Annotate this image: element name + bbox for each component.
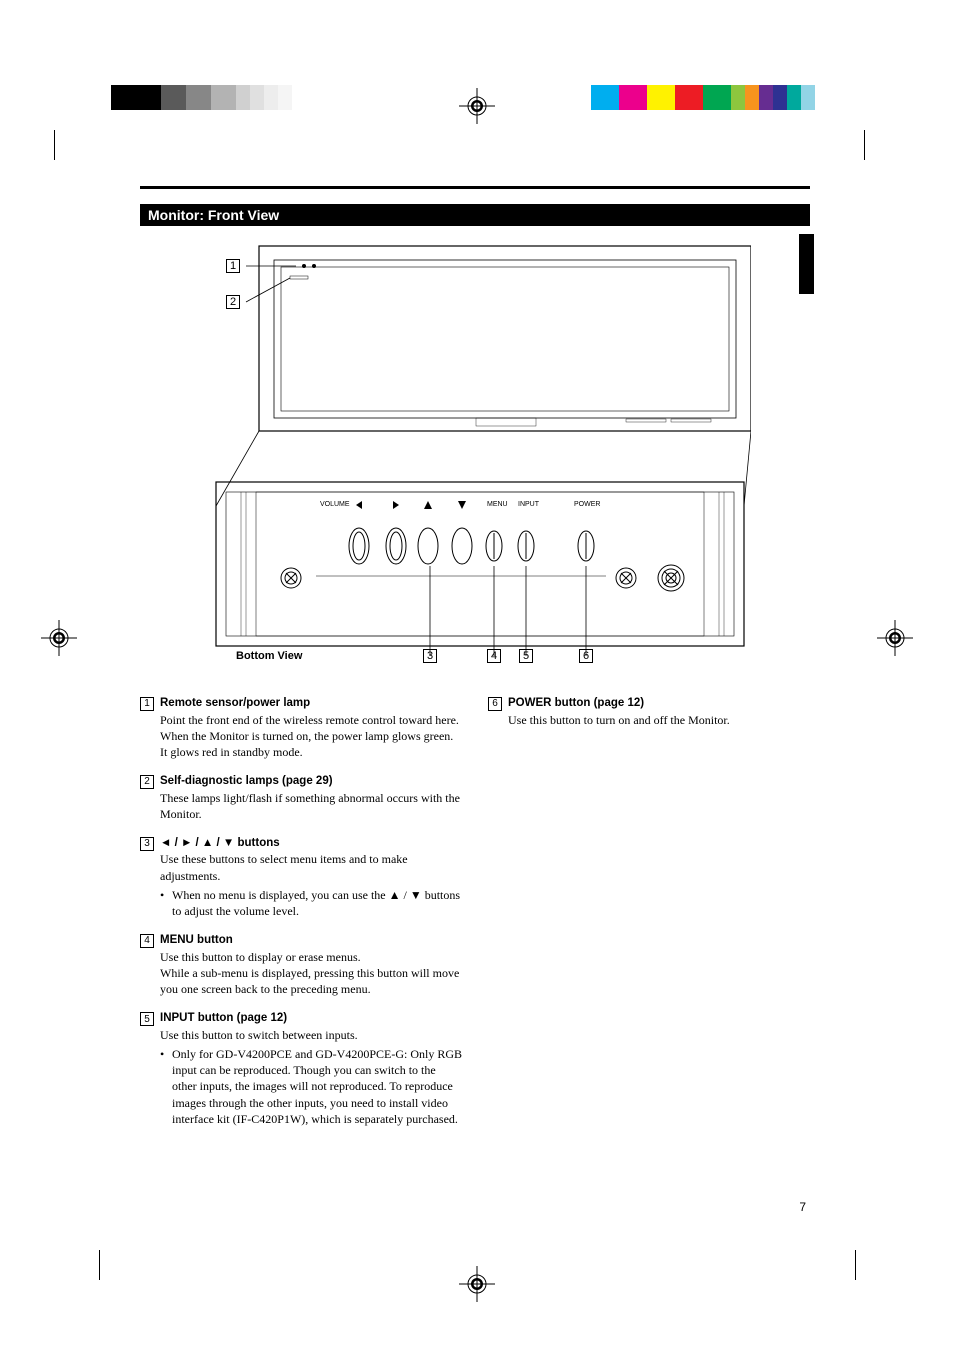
registration-mark-icon	[459, 88, 495, 124]
item-title: ◄ / ► / ▲ / ▼ buttons	[160, 836, 462, 852]
callout-3: 3	[423, 649, 437, 663]
section-rule	[140, 186, 810, 189]
callout-4: 4	[487, 649, 501, 663]
print-strip-right	[591, 85, 815, 110]
item-1: 1 Remote sensor/power lamp Point the fro…	[140, 696, 462, 760]
item-num: 2	[140, 775, 154, 789]
svg-text:MENU: MENU	[487, 501, 508, 508]
description-columns: 1 Remote sensor/power lamp Point the fro…	[140, 696, 810, 1141]
section-title: Monitor: Front View	[140, 204, 810, 226]
item-title: Remote sensor/power lamp	[160, 696, 462, 712]
trim-mark	[855, 1250, 856, 1280]
item-title: INPUT button (page 12)	[160, 1011, 462, 1027]
item-num: 6	[488, 697, 502, 711]
callout-6: 6	[579, 649, 593, 663]
item-body: These lamps light/flash if something abn…	[160, 790, 462, 822]
bottom-view-label: Bottom View	[236, 650, 302, 662]
page-tab	[799, 234, 814, 294]
item-body: Point the front end of the wireless remo…	[160, 712, 462, 761]
item-body: Use this button to switch between inputs…	[160, 1027, 462, 1043]
registration-mark-icon	[877, 620, 913, 656]
item-title: Self-diagnostic lamps (page 29)	[160, 774, 462, 790]
right-column: 6 POWER button (page 12) Use this button…	[488, 696, 810, 1141]
item-title: MENU button	[160, 933, 462, 949]
section-title-text: Monitor: Front View	[148, 207, 279, 223]
trim-mark	[54, 130, 55, 160]
trim-mark	[99, 1250, 100, 1280]
print-strip-left	[111, 85, 292, 110]
svg-text:INPUT: INPUT	[518, 501, 540, 508]
item-title: POWER button (page 12)	[508, 696, 810, 712]
item-bullet: When no menu is displayed, you can use t…	[160, 887, 462, 919]
monitor-diagram: VOLUME MENU INPUT POWER	[196, 236, 751, 666]
item-bullet: Only for GD-V4200PCE and GD-V4200PCE-G: …	[160, 1046, 462, 1127]
item-4: 4 MENU button Use this button to display…	[140, 933, 462, 997]
trim-mark	[864, 130, 865, 160]
left-column: 1 Remote sensor/power lamp Point the fro…	[140, 696, 462, 1141]
item-body: Use this button to turn on and off the M…	[508, 712, 810, 728]
item-3: 3 ◄ / ► / ▲ / ▼ buttons Use these button…	[140, 836, 462, 919]
item-num: 3	[140, 837, 154, 851]
page-number: 7	[799, 1200, 806, 1214]
registration-mark-icon	[41, 620, 77, 656]
registration-mark-icon	[459, 1266, 495, 1302]
svg-text:VOLUME: VOLUME	[320, 501, 350, 508]
svg-text:POWER: POWER	[574, 501, 600, 508]
item-5: 5 INPUT button (page 12) Use this button…	[140, 1011, 462, 1127]
callout-1: 1	[226, 259, 240, 273]
item-body: Use these buttons to select menu items a…	[160, 851, 462, 883]
item-num: 1	[140, 697, 154, 711]
item-num: 4	[140, 934, 154, 948]
item-6: 6 POWER button (page 12) Use this button…	[488, 696, 810, 728]
callout-2: 2	[226, 295, 240, 309]
item-num: 5	[140, 1012, 154, 1026]
item-2: 2 Self-diagnostic lamps (page 29) These …	[140, 774, 462, 822]
callout-5: 5	[519, 649, 533, 663]
item-body: Use this button to display or erase menu…	[160, 949, 462, 998]
